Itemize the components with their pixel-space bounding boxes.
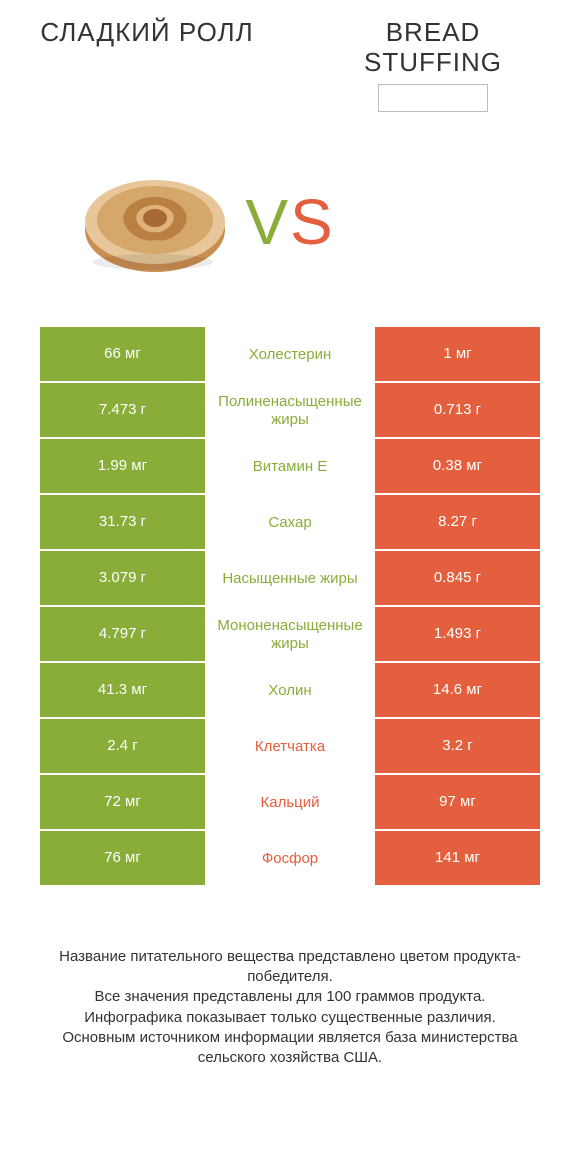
left-value: 76 мг xyxy=(40,831,205,887)
nutrient-label: Клетчатка xyxy=(205,719,375,775)
table-row: 3.079 гНасыщенные жиры0.845 г xyxy=(40,551,540,607)
table-row: 1.99 мгВитамин E0.38 мг xyxy=(40,439,540,495)
nutrient-label: Насыщенные жиры xyxy=(205,551,375,607)
right-value: 97 мг xyxy=(375,775,540,831)
left-value: 4.797 г xyxy=(40,607,205,663)
nutrient-label: Холин xyxy=(205,663,375,719)
vs-label: VS xyxy=(245,185,334,259)
right-value: 1 мг xyxy=(375,327,540,383)
table-row: 66 мгХолестерин1 мг xyxy=(40,327,540,383)
nutrient-label: Витамин E xyxy=(205,439,375,495)
right-value: 8.27 г xyxy=(375,495,540,551)
footer-notes: Название питательного вещества представл… xyxy=(30,947,550,1069)
footer-line-2: Все значения представлены для 100 граммо… xyxy=(30,987,550,1007)
footer-line-3: Инфографика показывает только существенн… xyxy=(30,1008,550,1028)
left-value: 2.4 г xyxy=(40,719,205,775)
sweet-roll-icon xyxy=(75,162,235,282)
right-value: 14.6 мг xyxy=(375,663,540,719)
left-value: 1.99 мг xyxy=(40,439,205,495)
right-value: 1.493 г xyxy=(375,607,540,663)
vs-s-letter: S xyxy=(290,186,335,258)
comparison-table: 66 мгХолестерин1 мг7.473 гПолиненасыщенн… xyxy=(40,327,540,887)
right-product-title: BREAD STUFFING xyxy=(316,18,550,78)
right-value: 0.845 г xyxy=(375,551,540,607)
nutrient-label: Полиненасыщенные жиры xyxy=(205,383,375,439)
left-value: 31.73 г xyxy=(40,495,205,551)
right-value: 0.38 мг xyxy=(375,439,540,495)
left-product-title: СЛАДКИЙ РОЛЛ xyxy=(30,18,264,48)
left-value: 41.3 мг xyxy=(40,663,205,719)
right-image-placeholder xyxy=(378,84,488,112)
table-row: 76 мгФосфор141 мг xyxy=(40,831,540,887)
left-value: 3.079 г xyxy=(40,551,205,607)
right-value: 3.2 г xyxy=(375,719,540,775)
footer-line-1: Название питательного вещества представл… xyxy=(30,947,550,988)
table-row: 2.4 гКлетчатка3.2 г xyxy=(40,719,540,775)
left-value: 66 мг xyxy=(40,327,205,383)
right-header-block: BREAD STUFFING xyxy=(316,18,550,112)
left-product-image xyxy=(75,162,235,282)
table-row: 72 мгКальций97 мг xyxy=(40,775,540,831)
table-row: 4.797 гМононенасыщенные жиры1.493 г xyxy=(40,607,540,663)
table-row: 7.473 гПолиненасыщенные жиры0.713 г xyxy=(40,383,540,439)
nutrient-label: Сахар xyxy=(205,495,375,551)
vs-v-letter: V xyxy=(245,186,290,258)
table-row: 41.3 мгХолин14.6 мг xyxy=(40,663,540,719)
table-row: 31.73 гСахар8.27 г xyxy=(40,495,540,551)
nutrient-label: Кальций xyxy=(205,775,375,831)
nutrient-label: Фосфор xyxy=(205,831,375,887)
right-value: 141 мг xyxy=(375,831,540,887)
header: СЛАДКИЙ РОЛЛ BREAD STUFFING xyxy=(0,0,580,122)
left-value: 72 мг xyxy=(40,775,205,831)
nutrient-label: Холестерин xyxy=(205,327,375,383)
vs-row: VS xyxy=(0,162,580,282)
footer-line-4: Основным источником информации является … xyxy=(30,1028,550,1069)
left-value: 7.473 г xyxy=(40,383,205,439)
right-product-image xyxy=(345,162,505,282)
right-value: 0.713 г xyxy=(375,383,540,439)
nutrient-label: Мононенасыщенные жиры xyxy=(205,607,375,663)
